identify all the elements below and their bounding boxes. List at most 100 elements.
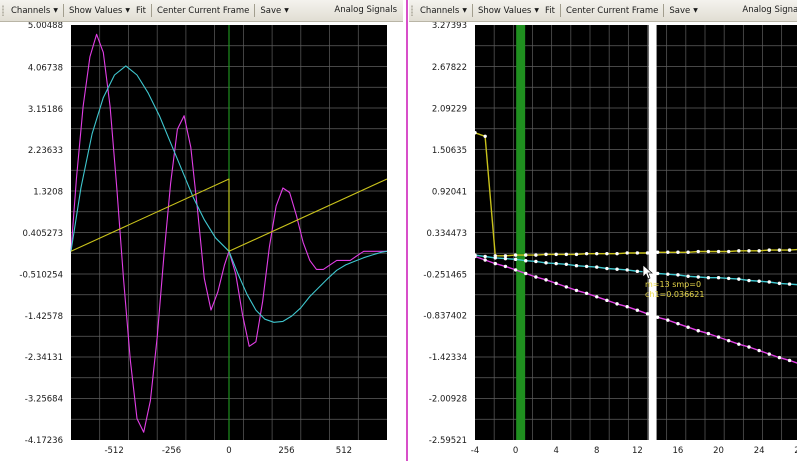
data-point <box>726 249 731 254</box>
x-tick-label: 20 <box>713 446 724 456</box>
data-point <box>493 261 497 266</box>
center-current-frame-button[interactable]: Center Current Frame <box>565 5 659 16</box>
data-point <box>716 276 721 280</box>
data-point <box>666 250 670 254</box>
data-point <box>635 269 640 274</box>
toolbar-divider <box>663 4 665 17</box>
panel-title: Analog Signals <box>334 5 397 15</box>
data-point <box>564 252 569 257</box>
fit-button[interactable]: Fit <box>136 5 146 16</box>
cursor-marker[interactable] <box>648 25 657 440</box>
data-point <box>676 321 680 326</box>
data-point <box>524 253 528 257</box>
data-point <box>767 352 771 356</box>
y-tick-label: -1.42578 <box>25 312 63 322</box>
data-point <box>666 272 670 276</box>
y-tick-label: 1.50635 <box>432 146 467 156</box>
chevron-down-icon: ▼ <box>284 7 289 14</box>
x-tick-label: 28 <box>794 446 797 456</box>
toolbar-grip-icon[interactable] <box>411 5 413 16</box>
save-label: Save <box>669 5 691 16</box>
data-point <box>655 271 660 276</box>
show-values-menu-button[interactable]: Show Values ▼ <box>66 6 133 16</box>
data-point <box>737 249 741 253</box>
channels-menu-button[interactable]: Channels ▼ <box>417 6 470 16</box>
left-toolbar: Channels ▼ Show Values ▼ Fit Center Curren… <box>0 0 403 22</box>
x-tick-label: 16 <box>673 446 684 456</box>
data-point <box>615 251 619 256</box>
data-point <box>605 298 609 303</box>
show-values-label: Show Values <box>68 5 123 16</box>
data-point <box>554 252 558 257</box>
data-point <box>605 266 609 271</box>
data-point <box>513 257 518 262</box>
data-point <box>483 134 487 138</box>
data-point <box>696 249 700 254</box>
data-point <box>716 249 721 254</box>
data-point <box>696 329 700 333</box>
chevron-down-icon: ▼ <box>462 7 467 14</box>
analog-signals-chart-left[interactable]: 5.00488 4.06738 3.15186 2.23633 1.3208 0.4052… <box>0 22 403 461</box>
data-point <box>574 263 579 268</box>
data-point <box>696 275 700 279</box>
fit-button[interactable]: Fit <box>545 5 555 16</box>
data-point <box>564 285 569 289</box>
data-point <box>686 250 690 254</box>
data-point <box>554 281 558 286</box>
data-point <box>787 358 792 363</box>
data-point <box>595 251 599 256</box>
channels-menu-button[interactable]: Channels ▼ <box>8 6 61 16</box>
channels-label: Channels <box>11 5 51 16</box>
show-values-menu-button[interactable]: Show Values ▼ <box>475 6 542 16</box>
y-tick-label: 0.405273 <box>22 229 63 239</box>
current-frame-marker[interactable] <box>516 25 526 440</box>
y-tick-label: 5.00488 <box>28 22 63 31</box>
chevron-down-icon: ▼ <box>53 7 58 14</box>
data-point <box>615 267 619 271</box>
data-point <box>605 251 609 256</box>
data-point <box>655 250 660 254</box>
tooltip-line-1: m=13 smp=0 <box>645 280 701 289</box>
data-point <box>554 261 558 266</box>
data-point <box>676 273 680 277</box>
data-point <box>666 318 670 322</box>
data-point <box>757 348 761 353</box>
y-tick-label: -4.17236 <box>25 436 63 446</box>
analog-signals-chart-right[interactable]: 3.27393 2.67822 2.09229 1.50635 0.92041 0.334… <box>409 22 797 461</box>
toolbar-divider <box>62 4 64 17</box>
data-point <box>645 312 650 316</box>
save-menu-button[interactable]: Save ▼ <box>257 6 292 16</box>
data-point <box>513 268 518 272</box>
data-point <box>635 251 640 255</box>
data-point <box>726 276 731 281</box>
data-point <box>584 291 589 295</box>
data-point <box>473 131 477 135</box>
x-tick-label: 8 <box>594 446 599 456</box>
data-point <box>584 251 589 256</box>
pane-splitter[interactable] <box>403 0 409 461</box>
y-tick-label: 0.334473 <box>426 229 467 239</box>
data-point <box>767 280 771 284</box>
data-point <box>473 254 477 259</box>
y-tick-label: 2.23633 <box>28 146 63 156</box>
x-tick-label: 0 <box>226 446 231 456</box>
y-tick-label: -0.251465 <box>423 270 467 280</box>
center-current-frame-button[interactable]: Center Current Frame <box>156 5 250 16</box>
tooltip-line-2: ch1=0.036621 <box>645 290 704 299</box>
data-point <box>483 254 487 259</box>
data-point <box>787 248 792 252</box>
toolbar-divider <box>471 4 473 17</box>
data-point <box>574 288 579 293</box>
toolbar-divider <box>150 4 152 17</box>
right-signal-panel: Channels ▼ Show Values ▼ Fit Center Curren… <box>409 0 797 461</box>
data-point <box>777 355 782 360</box>
data-point <box>747 345 751 349</box>
data-point <box>584 264 589 269</box>
x-tick-label: -512 <box>104 446 123 456</box>
save-menu-button[interactable]: Save ▼ <box>666 6 701 16</box>
data-point <box>706 331 711 336</box>
data-point <box>737 342 741 346</box>
toolbar-grip-icon[interactable] <box>2 5 4 16</box>
data-point <box>564 262 569 266</box>
